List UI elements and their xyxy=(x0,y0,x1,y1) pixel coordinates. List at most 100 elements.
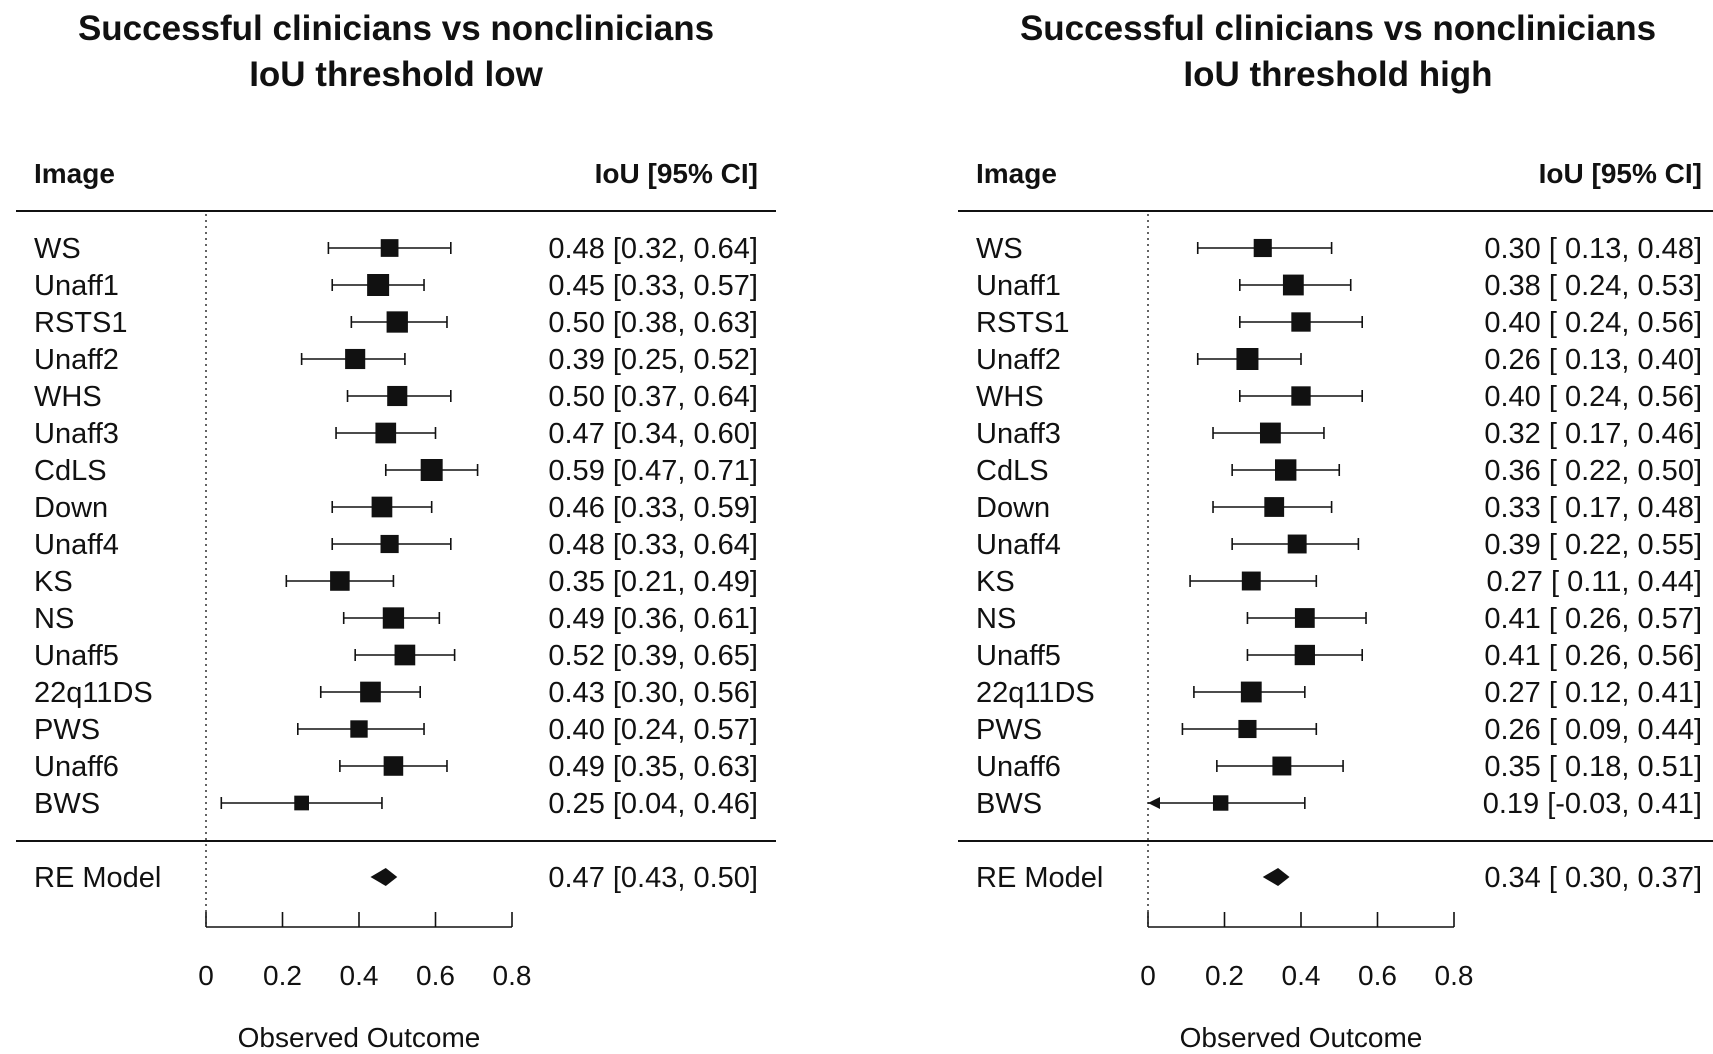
point-estimate xyxy=(1241,571,1261,591)
x-tick-label: 0.8 xyxy=(1435,960,1474,991)
estimate-text: 0.40 [0.24, 0.57] xyxy=(548,714,758,746)
value-column-header: IoU [95% CI] xyxy=(1539,158,1702,189)
study-row: Unaff1 0.38 [ 0.24, 0.53] xyxy=(976,270,1702,302)
estimate-text: 0.52 [0.39, 0.65] xyxy=(548,640,758,672)
point-estimate xyxy=(1238,719,1257,739)
point-estimate xyxy=(1253,238,1272,258)
chart-title-line-1: Successful clinicians vs nonclinicians xyxy=(1020,9,1656,48)
study-label: Unaff3 xyxy=(976,418,1061,450)
study-label: Unaff2 xyxy=(976,344,1061,376)
study-label: NS xyxy=(976,603,1016,635)
estimate-text: 0.40 [ 0.24, 0.56] xyxy=(1484,307,1702,339)
estimate-text: 0.33 [ 0.17, 0.48] xyxy=(1484,492,1702,524)
study-row: WHS 0.50 [0.37, 0.64] xyxy=(34,381,758,413)
x-tick-label: 0 xyxy=(198,960,214,991)
estimate-text: 0.45 [0.33, 0.57] xyxy=(548,270,758,302)
estimate-text: 0.40 [ 0.24, 0.56] xyxy=(1484,381,1702,413)
summary-diamond xyxy=(370,868,398,886)
point-estimate xyxy=(371,496,393,518)
point-estimate xyxy=(1287,534,1307,554)
x-tick-label: 0 xyxy=(1140,960,1156,991)
x-tick-label: 0.4 xyxy=(340,960,379,991)
study-label: 22q11DS xyxy=(976,677,1095,709)
point-estimate xyxy=(1236,348,1259,370)
estimate-text: 0.50 [0.38, 0.63] xyxy=(548,307,758,339)
study-row: Unaff4 0.48 [0.33, 0.64] xyxy=(34,529,758,561)
study-label: Down xyxy=(34,492,108,524)
estimate-text: 0.41 [ 0.26, 0.56] xyxy=(1484,640,1702,672)
study-label: WHS xyxy=(976,381,1044,413)
estimate-text: 0.30 [ 0.13, 0.48] xyxy=(1484,233,1702,265)
study-label: Unaff5 xyxy=(976,640,1061,672)
study-label: Unaff6 xyxy=(976,751,1061,783)
point-estimate xyxy=(1240,681,1262,703)
study-row: Unaff2 0.26 [ 0.13, 0.40] xyxy=(976,344,1702,376)
study-row: KS 0.27 [ 0.11, 0.44] xyxy=(976,566,1702,598)
study-row: Down 0.46 [0.33, 0.59] xyxy=(34,492,758,524)
estimate-text: 0.35 [ 0.18, 0.51] xyxy=(1484,751,1702,783)
point-estimate xyxy=(387,385,408,407)
point-estimate xyxy=(382,607,405,629)
summary-estimate-text: 0.47 [0.43, 0.50] xyxy=(548,862,758,894)
study-row: 22q11DS 0.27 [ 0.12, 0.41] xyxy=(976,677,1702,709)
study-row: NS 0.41 [ 0.26, 0.57] xyxy=(976,603,1702,635)
chart-title-line-1: Successful clinicians vs nonclinicians xyxy=(78,9,714,48)
summary-diamond xyxy=(1262,868,1290,886)
point-estimate xyxy=(1282,274,1304,296)
study-label: KS xyxy=(976,566,1015,598)
estimate-text: 0.25 [0.04, 0.46] xyxy=(548,788,758,820)
study-label: 22q11DS xyxy=(34,677,153,709)
study-row: CdLS 0.36 [ 0.22, 0.50] xyxy=(976,455,1702,487)
point-estimate xyxy=(380,239,399,257)
study-label: KS xyxy=(34,566,73,598)
study-label: Unaff3 xyxy=(34,418,119,450)
study-row: WS 0.48 [0.32, 0.64] xyxy=(34,233,758,265)
x-tick-label: 0.2 xyxy=(263,960,302,991)
x-tick-label: 0.8 xyxy=(493,960,532,991)
estimate-text: 0.50 [0.37, 0.64] xyxy=(548,381,758,413)
study-row: PWS 0.40 [0.24, 0.57] xyxy=(34,714,758,746)
point-estimate xyxy=(1294,608,1315,628)
summary-label: RE Model xyxy=(976,862,1103,894)
point-estimate xyxy=(386,311,408,333)
study-label: NS xyxy=(34,603,74,635)
study-row: KS 0.35 [0.21, 0.49] xyxy=(34,566,758,598)
study-label: BWS xyxy=(34,788,100,820)
study-row: BWS 0.19 [-0.03, 0.41] xyxy=(976,788,1702,820)
study-row: Unaff4 0.39 [ 0.22, 0.55] xyxy=(976,529,1702,561)
study-row: RSTS1 0.40 [ 0.24, 0.56] xyxy=(976,307,1702,339)
estimate-text: 0.46 [0.33, 0.59] xyxy=(548,492,758,524)
point-estimate xyxy=(394,644,416,666)
study-row: CdLS 0.59 [0.47, 0.71] xyxy=(34,455,758,487)
estimate-text: 0.19 [-0.03, 0.41] xyxy=(1483,788,1702,820)
study-row: RSTS1 0.50 [0.38, 0.63] xyxy=(34,307,758,339)
point-estimate xyxy=(420,459,443,481)
study-label: PWS xyxy=(34,714,100,746)
study-label: WHS xyxy=(34,381,102,413)
study-row: WS 0.30 [ 0.13, 0.48] xyxy=(976,233,1702,265)
estimate-text: 0.47 [0.34, 0.60] xyxy=(548,418,758,450)
estimate-text: 0.36 [ 0.22, 0.50] xyxy=(1484,455,1702,487)
study-label: CdLS xyxy=(34,455,107,487)
summary-estimate-text: 0.34 [ 0.30, 0.37] xyxy=(1484,862,1702,894)
forest-panel-1: Successful clinicians vs nonclinicians Io… xyxy=(16,9,776,1053)
study-row: Unaff2 0.39 [0.25, 0.52] xyxy=(34,344,758,376)
study-label: Unaff1 xyxy=(34,270,119,302)
estimate-text: 0.49 [0.36, 0.61] xyxy=(548,603,758,635)
summary-row: RE Model 0.47 [0.43, 0.50] xyxy=(34,862,758,894)
point-estimate xyxy=(1259,422,1281,444)
estimate-text: 0.27 [ 0.11, 0.44] xyxy=(1486,566,1702,598)
label-column-header: Image xyxy=(34,158,115,189)
summary-label: RE Model xyxy=(34,862,161,894)
point-estimate xyxy=(1264,497,1285,517)
study-label: RSTS1 xyxy=(34,307,127,339)
x-axis-label: Observed Outcome xyxy=(238,1022,481,1053)
estimate-text: 0.39 [ 0.22, 0.55] xyxy=(1484,529,1702,561)
point-estimate xyxy=(1275,459,1297,481)
study-label: Unaff5 xyxy=(34,640,119,672)
study-label: Unaff4 xyxy=(34,529,119,561)
estimate-text: 0.59 [0.47, 0.71] xyxy=(548,455,758,487)
x-tick-label: 0.6 xyxy=(1358,960,1397,991)
chart-title-line-2: IoU threshold high xyxy=(1183,55,1492,94)
